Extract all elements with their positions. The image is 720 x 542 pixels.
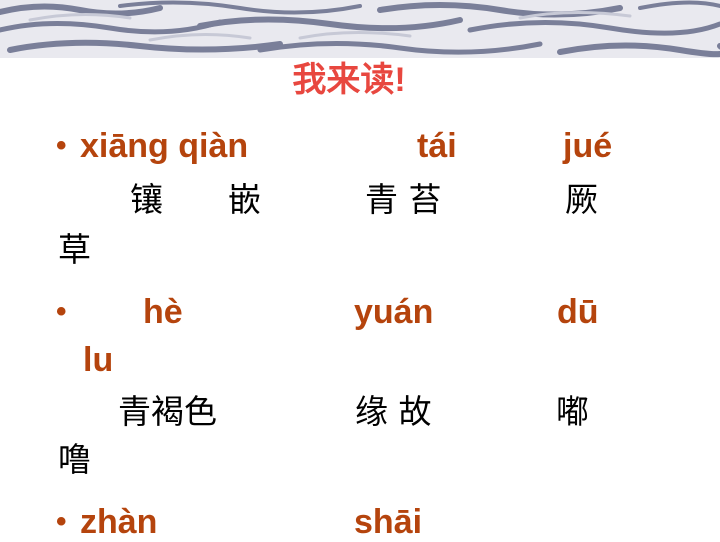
char-yuan-gu: 缘 故 <box>355 392 432 431</box>
char-cao: 草 <box>58 230 91 269</box>
page-title: 我来读! <box>292 61 406 99</box>
bullet-3: • <box>56 505 67 538</box>
bullet-1: • <box>56 129 67 162</box>
char-du: 嘟 <box>556 392 589 431</box>
pinyin-du: dū <box>557 293 599 331</box>
pinyin-tai: tái <box>417 127 457 165</box>
decorative-wave-banner <box>0 0 720 58</box>
char-jue: 厥 <box>565 180 598 219</box>
pinyin-lu: lu <box>83 341 114 379</box>
char-xiang: 镶 <box>130 180 163 219</box>
pinyin-he: hè <box>143 293 183 331</box>
pinyin-yuan: yuán <box>354 293 434 331</box>
pinyin-jue: jué <box>563 127 613 165</box>
pinyin-shai: shāi <box>354 503 423 541</box>
bullet-2: • <box>56 295 67 328</box>
pinyin-zhan: zhàn <box>80 503 158 541</box>
char-qing-tai: 青 苔 <box>365 180 442 219</box>
char-lu: 噜 <box>58 440 91 479</box>
char-qing-he-se: 青褐色 <box>118 392 217 431</box>
char-qian: 嵌 <box>228 180 261 219</box>
pinyin-xiang-qian: xiāng qiàn <box>80 127 249 165</box>
